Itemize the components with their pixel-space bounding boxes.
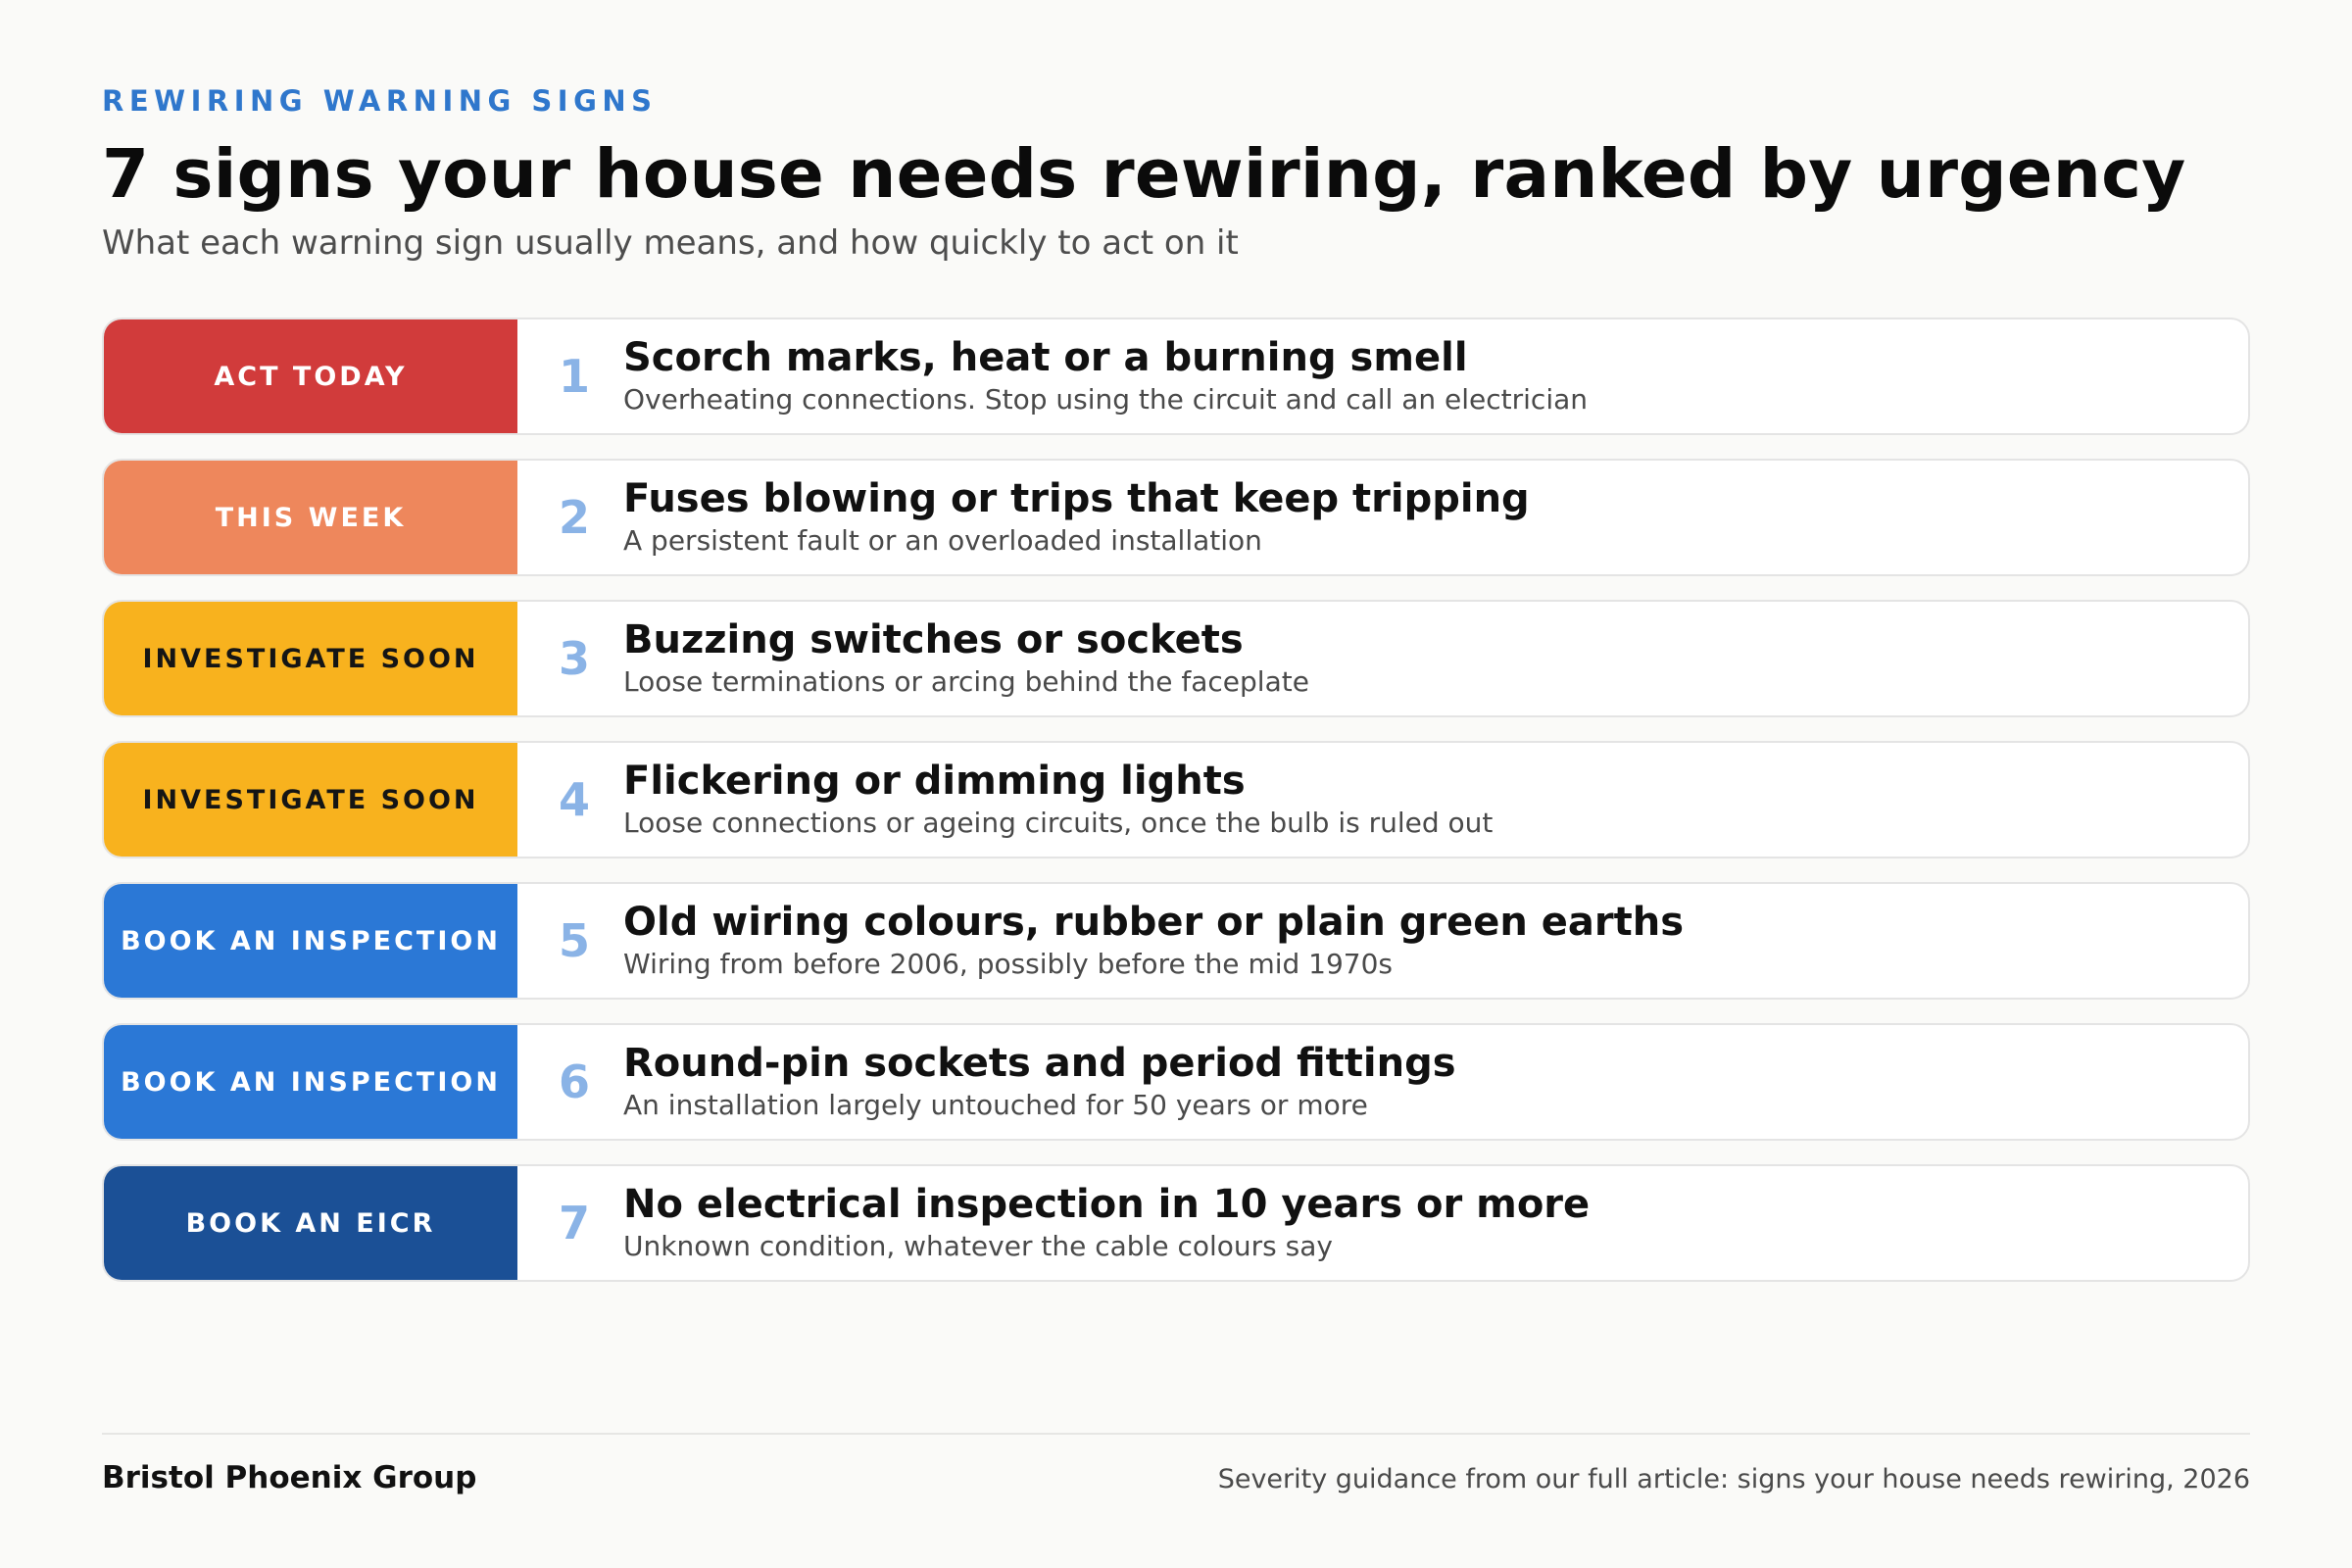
sign-heading: Old wiring colours, rubber or plain gree… (623, 900, 1685, 945)
rank-number: 6 (558, 1055, 590, 1108)
urgency-badge: BOOK AN EICR (104, 1166, 517, 1280)
sign-heading: No electrical inspection in 10 years or … (623, 1182, 1591, 1227)
infographic: REWIRING WARNING SIGNS 7 signs your hous… (102, 0, 2250, 1568)
sign-text: No electrical inspection in 10 years or … (623, 1180, 2229, 1264)
rank-number: 7 (558, 1197, 590, 1250)
sign-heading: Fuses blowing or trips that keep trippin… (623, 476, 1530, 521)
sign-text: Flickering or dimming lights Loose conne… (623, 757, 2229, 841)
page-subtitle: What each warning sign usually means, an… (102, 223, 1239, 263)
list-item-sign-4: INVESTIGATE SOON 4 Flickering or dimming… (102, 741, 2250, 858)
sign-text: Old wiring colours, rubber or plain gree… (623, 898, 2229, 982)
rank-number: 3 (558, 632, 590, 685)
footer-divider (102, 1433, 2250, 1435)
sign-description: Loose terminations or arcing behind the … (623, 665, 1309, 698)
sign-description: An installation largely untouched for 50… (623, 1089, 1368, 1121)
rank-number: 2 (558, 491, 590, 544)
rank-number: 4 (558, 773, 590, 826)
list-item-sign-7: BOOK AN EICR 7 No electrical inspection … (102, 1164, 2250, 1282)
footer-source-note: Severity guidance from our full article:… (1217, 1464, 2250, 1494)
sign-text: Round-pin sockets and period fittings An… (623, 1039, 2229, 1123)
list-item-sign-2: THIS WEEK 2 Fuses blowing or trips that … (102, 459, 2250, 576)
urgency-badge: INVESTIGATE SOON (104, 743, 517, 857)
sign-heading: Round-pin sockets and period fittings (623, 1041, 1456, 1086)
sign-text: Fuses blowing or trips that keep trippin… (623, 474, 2229, 559)
urgency-badge: INVESTIGATE SOON (104, 602, 517, 715)
sign-text: Buzzing switches or sockets Loose termin… (623, 615, 2229, 700)
sign-description: Unknown condition, whatever the cable co… (623, 1230, 1333, 1262)
urgency-badge: BOOK AN INSPECTION (104, 884, 517, 998)
sign-description: Overheating connections. Stop using the … (623, 383, 1589, 416)
sign-heading: Scorch marks, heat or a burning smell (623, 335, 1468, 380)
list-item-sign-3: INVESTIGATE SOON 3 Buzzing switches or s… (102, 600, 2250, 717)
page-title: 7 signs your house needs rewiring, ranke… (102, 135, 2186, 214)
sign-heading: Flickering or dimming lights (623, 759, 1246, 804)
eyebrow-label: REWIRING WARNING SIGNS (102, 84, 658, 118)
footer-brand: Bristol Phoenix Group (102, 1460, 477, 1495)
list-item-sign-1: ACT TODAY 1 Scorch marks, heat or a burn… (102, 318, 2250, 435)
list-item-sign-6: BOOK AN INSPECTION 6 Round-pin sockets a… (102, 1023, 2250, 1141)
warning-sign-list: ACT TODAY 1 Scorch marks, heat or a burn… (102, 318, 2250, 1305)
rank-number: 5 (558, 914, 590, 967)
sign-text: Scorch marks, heat or a burning smell Ov… (623, 333, 2229, 417)
urgency-badge: BOOK AN INSPECTION (104, 1025, 517, 1139)
sign-description: Loose connections or ageing circuits, on… (623, 807, 1494, 839)
sign-heading: Buzzing switches or sockets (623, 617, 1244, 662)
rank-number: 1 (558, 350, 590, 403)
sign-description: A persistent fault or an overloaded inst… (623, 524, 1262, 557)
urgency-badge: ACT TODAY (104, 319, 517, 433)
list-item-sign-5: BOOK AN INSPECTION 5 Old wiring colours,… (102, 882, 2250, 1000)
urgency-badge: THIS WEEK (104, 461, 517, 574)
sign-description: Wiring from before 2006, possibly before… (623, 948, 1394, 980)
